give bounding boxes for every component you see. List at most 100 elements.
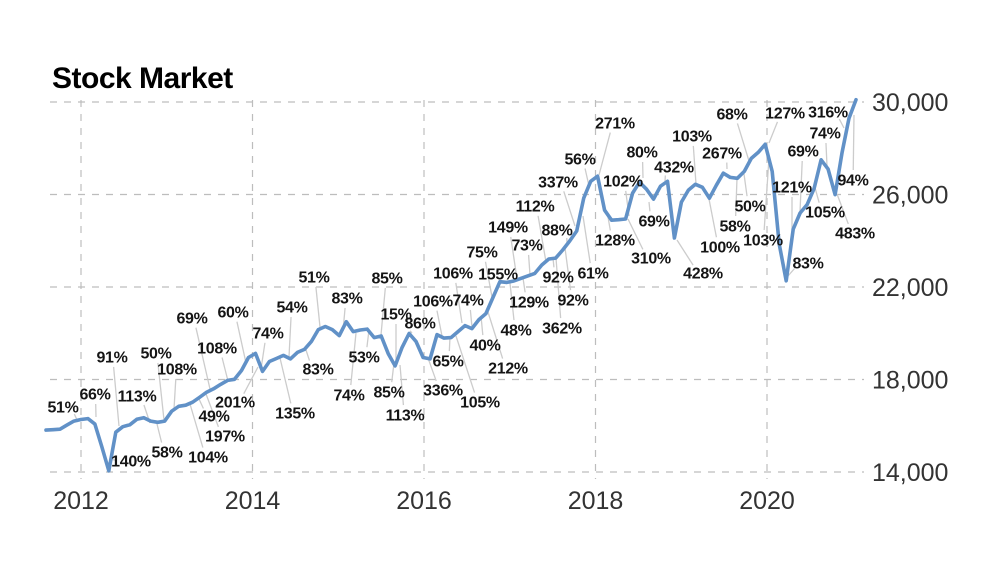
annotation-label: 197% xyxy=(205,429,245,446)
annotation-leader-line xyxy=(189,403,204,448)
annotation-label: 91% xyxy=(96,350,127,367)
annotation-label: 483% xyxy=(835,226,875,243)
annotation-label: 83% xyxy=(792,256,823,273)
annotation-label: 53% xyxy=(348,350,379,367)
annotation-leader-line xyxy=(198,398,205,409)
annotation-leader-line xyxy=(305,349,311,361)
x-tick-label: 2016 xyxy=(396,487,452,515)
annotation-leader-line xyxy=(399,364,405,406)
annotation-label: 69% xyxy=(638,214,669,231)
annotation-leader-line xyxy=(436,310,443,337)
annotation-leader-line xyxy=(288,316,292,358)
annotation-label: 267% xyxy=(702,146,742,163)
annotation-label: 86% xyxy=(404,316,435,333)
annotation-label: 108% xyxy=(157,362,197,379)
annotation-leader-line xyxy=(648,201,651,212)
annotation-label: 85% xyxy=(373,385,404,402)
annotation-leader-line xyxy=(156,423,163,443)
annotation-leader-line xyxy=(195,327,211,390)
x-tick-label: 2012 xyxy=(53,487,109,515)
annotation-leader-line xyxy=(743,173,748,197)
annotation-leader-line xyxy=(484,261,493,298)
annotation-label: 103% xyxy=(672,129,712,146)
annotation-leader-line xyxy=(836,193,849,225)
y-tick-label: 22,000 xyxy=(872,274,948,302)
annotation-leader-line xyxy=(708,198,718,238)
annotation-leader-line xyxy=(564,247,572,291)
annotation-leader-line xyxy=(469,309,473,328)
annotation-label: 128% xyxy=(595,233,635,250)
annotation-label: 48% xyxy=(500,323,531,340)
annotation-label: 149% xyxy=(488,220,528,237)
annotation-leader-line xyxy=(736,123,750,162)
annotation-label: 69% xyxy=(787,144,818,161)
annotation-label: 113% xyxy=(386,408,425,425)
annotation-label: 432% xyxy=(654,160,694,177)
annotation-label: 54% xyxy=(276,300,307,317)
page-title: Stock Market xyxy=(52,62,233,96)
annotation-leader-line xyxy=(527,254,531,276)
annotation-leader-line xyxy=(112,366,120,427)
annotation-leader-line xyxy=(455,335,476,393)
annotation-leader-line xyxy=(598,132,611,176)
annotation-leader-line xyxy=(455,282,463,324)
annotation-label: 83% xyxy=(331,291,362,308)
annotation-label: 80% xyxy=(626,145,657,162)
annotation-label: 155% xyxy=(478,267,518,284)
annotation-leader-line xyxy=(676,239,694,266)
annotation-label: 105% xyxy=(805,205,845,222)
annotation-label: 75% xyxy=(466,245,497,262)
annotation-leader-line xyxy=(350,332,357,386)
annotation-label: 73% xyxy=(511,238,542,255)
y-tick-label: 30,000 xyxy=(872,89,948,117)
annotation-label: 103% xyxy=(743,233,783,250)
annotation-label: 56% xyxy=(564,152,595,169)
annotation-label: 105% xyxy=(460,395,500,412)
annotation-label: 51% xyxy=(298,270,329,287)
annotation-leader-line xyxy=(582,215,591,264)
annotation-label: 112% xyxy=(516,199,555,216)
annotation-leader-line xyxy=(173,378,177,410)
annotation-label: 58% xyxy=(151,445,182,462)
annotation-leader-line xyxy=(852,114,855,171)
x-tick-label: 2020 xyxy=(739,487,795,515)
annotation-label: 74% xyxy=(333,388,364,405)
annotation-label: 49% xyxy=(198,409,229,426)
annotation-leader-line xyxy=(787,268,796,277)
annotation-label: 65% xyxy=(432,354,463,371)
annotation-label: 51% xyxy=(47,400,78,417)
annotation-label: 362% xyxy=(542,321,582,338)
annotation-label: 121% xyxy=(772,180,812,197)
annotation-leader-line xyxy=(409,330,413,334)
annotation-label: 92% xyxy=(542,270,573,287)
annotation-label: 83% xyxy=(302,362,333,379)
annotation-label: 106% xyxy=(433,266,473,283)
annotation-leader-line xyxy=(692,145,697,185)
annotation-label: 113% xyxy=(118,389,157,406)
annotation-label: 66% xyxy=(79,387,110,404)
annotation-label: 271% xyxy=(595,116,635,133)
annotation-leader-line xyxy=(427,357,437,382)
annotation-label: 337% xyxy=(538,175,578,192)
annotation-label: 336% xyxy=(423,383,463,400)
annotation-leader-line xyxy=(236,321,247,364)
annotation-label: 88% xyxy=(541,223,572,240)
annotation-leader-line xyxy=(768,121,779,144)
annotation-leader-line xyxy=(243,366,259,394)
annotation-label: 140% xyxy=(111,454,151,471)
annotation-label: 310% xyxy=(631,251,671,268)
annotation-leader-line xyxy=(157,362,165,421)
annotation-label: 201% xyxy=(215,395,255,412)
annotation-label: 50% xyxy=(140,346,171,363)
annotation-leader-line xyxy=(279,357,292,404)
annotation-label: 316% xyxy=(808,105,848,122)
annotation-label: 60% xyxy=(217,305,248,322)
annotation-leader-line xyxy=(315,286,321,328)
annotation-leader-line xyxy=(563,191,576,227)
annotation-label: 40% xyxy=(469,338,500,355)
annotation-label: 85% xyxy=(371,271,402,288)
x-tick-label: 2014 xyxy=(225,487,281,515)
annotation-leader-line xyxy=(522,277,526,293)
annotation-label: 127% xyxy=(765,106,805,123)
